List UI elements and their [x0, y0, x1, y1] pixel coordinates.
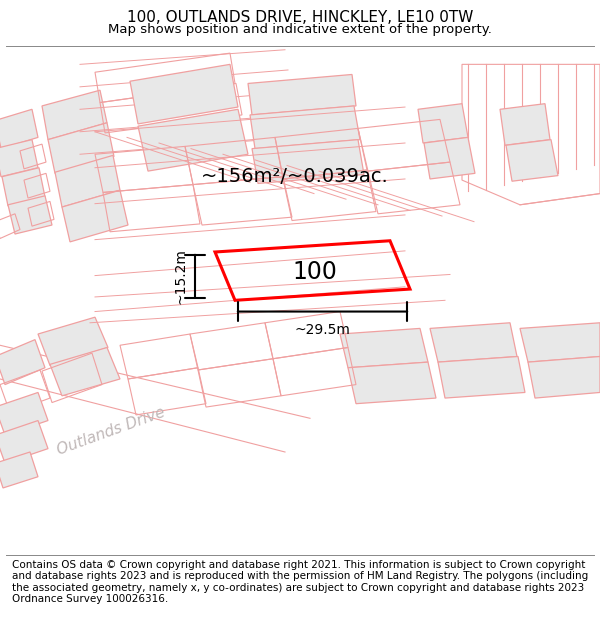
- Polygon shape: [0, 392, 48, 435]
- Polygon shape: [0, 452, 38, 488]
- Polygon shape: [528, 356, 600, 398]
- Polygon shape: [424, 138, 475, 179]
- Polygon shape: [340, 328, 428, 367]
- Polygon shape: [520, 322, 600, 362]
- Polygon shape: [48, 122, 114, 173]
- Text: 100, OUTLANDS DRIVE, HINCKLEY, LE10 0TW: 100, OUTLANDS DRIVE, HINCKLEY, LE10 0TW: [127, 11, 473, 26]
- Text: ~15.2m: ~15.2m: [173, 248, 187, 304]
- Polygon shape: [248, 74, 356, 115]
- Text: 100: 100: [293, 260, 337, 284]
- Text: Outlands Drive: Outlands Drive: [55, 405, 167, 458]
- Polygon shape: [430, 322, 517, 362]
- Polygon shape: [2, 168, 45, 206]
- Polygon shape: [42, 90, 107, 139]
- Text: ~29.5m: ~29.5m: [295, 322, 350, 337]
- Text: Contains OS data © Crown copyright and database right 2021. This information is : Contains OS data © Crown copyright and d…: [12, 559, 588, 604]
- Polygon shape: [250, 106, 360, 149]
- Polygon shape: [55, 156, 120, 207]
- Polygon shape: [0, 421, 48, 463]
- Polygon shape: [38, 317, 108, 366]
- Polygon shape: [252, 139, 364, 184]
- Polygon shape: [348, 362, 436, 404]
- Polygon shape: [130, 64, 238, 124]
- Polygon shape: [0, 139, 38, 177]
- Text: ~156m²/~0.039ac.: ~156m²/~0.039ac.: [201, 168, 389, 186]
- Polygon shape: [50, 348, 120, 396]
- Text: Map shows position and indicative extent of the property.: Map shows position and indicative extent…: [108, 22, 492, 36]
- Polygon shape: [418, 104, 468, 143]
- Polygon shape: [138, 109, 248, 171]
- Polygon shape: [0, 109, 38, 149]
- Polygon shape: [438, 356, 525, 398]
- Polygon shape: [506, 139, 558, 181]
- Polygon shape: [500, 104, 550, 145]
- Polygon shape: [0, 339, 45, 384]
- Polygon shape: [62, 190, 128, 242]
- Polygon shape: [8, 196, 52, 234]
